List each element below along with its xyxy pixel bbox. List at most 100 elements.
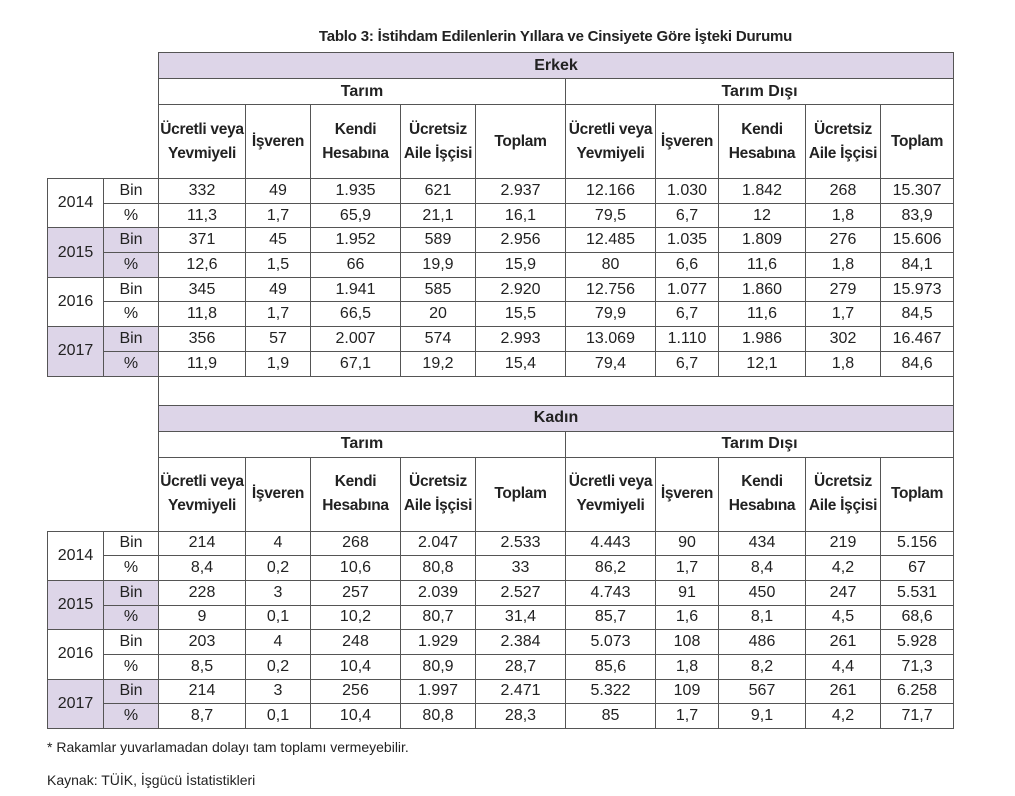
data-cell: 589 (400, 227, 476, 254)
unit-cell: Bin (103, 629, 159, 655)
data-cell: 80,8 (400, 703, 476, 729)
column-header: Toplam (879, 104, 955, 179)
unit-cell: % (103, 555, 159, 581)
data-cell: 15.606 (879, 227, 955, 254)
data-cell: 12.485 (565, 227, 656, 254)
group-header: Tarım Dışı (564, 430, 955, 458)
column-header: İşveren (245, 104, 311, 179)
table-row: % 12,6 1,5 66 19,9 15,9 80 6,6 11,6 1,8 84,1 (48, 252, 955, 278)
data-cell: 1.035 (655, 227, 719, 254)
blank (48, 79, 159, 105)
data-cell: 2.993 (475, 326, 566, 352)
data-cell: 5.156 (879, 530, 955, 557)
data-cell: 0,2 (245, 653, 311, 680)
data-cell: 0,1 (245, 703, 311, 729)
footnote: * Rakamlar yuvarlamadan dolayı tam topla… (47, 739, 409, 755)
data-cell: 12,6 (158, 252, 246, 278)
data-cell: 1.077 (655, 276, 719, 303)
unit-cell: Bin (103, 678, 159, 705)
data-cell: 12,1 (718, 350, 806, 377)
table-row: % 9 0,1 10,2 80,7 31,4 85,7 1,6 8,1 4,5 68,6 (48, 604, 955, 631)
data-cell: 4,4 (805, 653, 881, 680)
data-cell: 1.030 (655, 178, 719, 204)
data-cell: 4 (245, 530, 311, 557)
unit-cell: Bin (103, 326, 159, 352)
data-cell: 1.929 (400, 629, 476, 655)
data-cell: 28,7 (475, 653, 566, 680)
spacer (48, 376, 159, 405)
table-row: % 11,3 1,7 65,9 21,1 16,1 79,5 6,7 12 1,8 83,9 (48, 202, 955, 229)
data-cell: 66 (310, 252, 401, 278)
data-cell: 67 (879, 555, 955, 581)
data-cell: 79,5 (565, 202, 656, 229)
data-cell: 2.047 (400, 530, 476, 557)
data-cell: 3 (245, 579, 311, 606)
data-cell: 1,5 (245, 252, 311, 278)
data-cell: 1,8 (655, 653, 719, 680)
data-cell: 261 (805, 629, 881, 655)
data-cell: 1,8 (805, 202, 881, 229)
table-row: 2017 Bin 214 3 256 1.997 2.471 5.322 109 567 261 6.… (47, 678, 955, 730)
blank (48, 105, 159, 179)
data-cell: 8,2 (718, 653, 806, 680)
data-cell: 15.307 (879, 178, 955, 204)
table-row: % 11,8 1,7 66,5 20 15,5 79,9 6,7 11,6 1,7 84,5 (48, 301, 955, 328)
data-cell: 585 (400, 276, 476, 303)
data-cell: 21,1 (400, 202, 476, 229)
data-cell: 332 (158, 178, 246, 204)
data-cell: 276 (805, 227, 881, 254)
section-header: Kadın (157, 404, 955, 432)
table-row: Tarım Tarım Dışı (48, 78, 955, 105)
unit-cell: % (103, 252, 159, 278)
data-cell: 4,5 (805, 604, 881, 631)
column-header: Ücretsiz Aile İşçisi (805, 456, 881, 532)
data-cell: 79,4 (565, 350, 656, 377)
table-row: Kadın (48, 404, 955, 432)
column-header: Ücretli veya Yevmiyeli (158, 456, 246, 532)
data-cell: 1.860 (718, 276, 806, 303)
data-cell: 85,6 (565, 653, 656, 680)
column-header: Kendi Hesabına (718, 104, 806, 179)
year-cell: 2017 (47, 326, 104, 377)
data-cell: 45 (245, 227, 311, 254)
unit-cell: Bin (103, 579, 159, 606)
data-cell: 16.467 (879, 326, 955, 352)
data-cell: 33 (475, 555, 566, 581)
table-row: % 11,9 1,9 67,1 19,2 15,4 79,4 6,7 12,1 1,8 84,6 (48, 350, 955, 377)
unit-cell: Bin (103, 276, 159, 303)
data-cell: 1,7 (805, 301, 881, 328)
table-row: 2014 Bin 332 49 1.935 621 2.937 12.166 1.030 1.84… (47, 177, 955, 229)
column-header: Ücretsiz Aile İşçisi (805, 104, 881, 179)
column-header: İşveren (655, 456, 719, 532)
data-cell: 4 (245, 629, 311, 655)
data-cell: 248 (310, 629, 401, 655)
year-cell: 2015 (47, 579, 104, 631)
data-cell: 84,5 (879, 301, 955, 328)
data-cell: 20 (400, 301, 476, 328)
data-cell: 356 (158, 326, 246, 352)
data-cell: 57 (245, 326, 311, 352)
column-header: Ücretsiz Aile İşçisi (400, 456, 476, 532)
data-cell: 11,9 (158, 350, 246, 377)
data-cell: 2.527 (475, 579, 566, 606)
data-cell: 1.986 (718, 326, 806, 352)
data-cell: 302 (805, 326, 881, 352)
data-cell: 261 (805, 678, 881, 705)
data-cell: 1,8 (805, 252, 881, 278)
data-cell: 79,9 (565, 301, 656, 328)
data-cell: 10,2 (310, 604, 401, 631)
data-cell: 345 (158, 276, 246, 303)
data-cell: 1,7 (245, 301, 311, 328)
data-table: Erkek Tarım Tarım Dışı Ücretli veya Yevmiye… (47, 52, 955, 730)
data-cell: 15,5 (475, 301, 566, 328)
data-cell: 2.007 (310, 326, 401, 352)
data-cell: 90 (655, 530, 719, 557)
data-cell: 450 (718, 579, 806, 606)
data-cell: 256 (310, 678, 401, 705)
unit-cell: Bin (103, 178, 159, 204)
blank (48, 405, 159, 431)
data-cell: 8,4 (718, 555, 806, 581)
column-header: Ücretli veya Yevmiyeli (565, 104, 656, 179)
table-row: % 8,4 0,2 10,6 80,8 33 86,2 1,7 8,4 4,2 67 (48, 555, 955, 581)
